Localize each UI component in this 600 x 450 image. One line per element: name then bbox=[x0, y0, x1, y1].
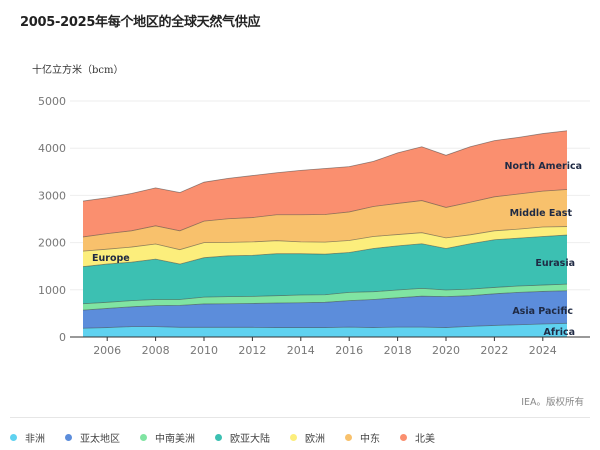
legend-label: 非洲 bbox=[25, 434, 45, 445]
stacked-area-chart: 0 1000 2000 3000 4000 5000 2006 2008 2010 2012 201… bbox=[38, 95, 590, 357]
series-boundary-line bbox=[82, 130, 568, 202]
y-tick-label: 4000 bbox=[38, 142, 66, 155]
legend-dot-icon bbox=[345, 434, 352, 441]
area-north-america bbox=[83, 130, 567, 237]
area-africa bbox=[83, 323, 567, 337]
legend-item[interactable]: 欧亚大陆 bbox=[215, 430, 270, 445]
legend-label: 北美 bbox=[415, 434, 435, 445]
y-axis-unit-label: 十亿立方米（bcm） bbox=[32, 65, 124, 76]
credit-text: IEA。版权所有 bbox=[521, 397, 584, 408]
legend-label: 中南美洲 bbox=[155, 434, 195, 445]
series-label-eurasia: Eurasia bbox=[535, 258, 575, 269]
x-tick-label: 2012 bbox=[238, 344, 266, 357]
series-label-middle-east: Middle East bbox=[510, 208, 573, 219]
legend-dot-icon bbox=[140, 434, 147, 441]
series-boundary-line bbox=[82, 234, 568, 268]
series-label-asia-pacific: Asia Pacific bbox=[512, 306, 573, 317]
legend-item[interactable]: 亚太地区 bbox=[65, 430, 120, 445]
x-tick-label: 2016 bbox=[335, 344, 363, 357]
series-boundary-line bbox=[82, 189, 568, 238]
series-boundary-line bbox=[82, 283, 568, 305]
area-europe bbox=[83, 226, 567, 267]
series-boundary-line bbox=[82, 226, 568, 252]
x-tick-label: 2014 bbox=[287, 344, 315, 357]
divider bbox=[10, 417, 590, 418]
series-label-europe: Europe bbox=[92, 253, 130, 264]
x-tick-label: 2010 bbox=[190, 344, 218, 357]
series-boundary-line bbox=[82, 322, 568, 329]
x-tick-label: 2020 bbox=[432, 344, 460, 357]
legend-item[interactable]: 非洲 bbox=[10, 430, 45, 445]
y-tick-label: 2000 bbox=[38, 237, 66, 250]
legend-dot-icon bbox=[400, 434, 407, 441]
legend-label: 亚太地区 bbox=[80, 434, 120, 445]
legend-label: 欧洲 bbox=[305, 434, 325, 445]
legend-dot-icon bbox=[10, 434, 17, 441]
legend-label: 中东 bbox=[360, 434, 380, 445]
y-tick-label: 3000 bbox=[38, 189, 66, 202]
area-eurasia bbox=[83, 235, 567, 304]
legend-item[interactable]: 中南美洲 bbox=[140, 430, 195, 445]
x-tick-label: 2008 bbox=[142, 344, 170, 357]
x-tick-label: 2022 bbox=[480, 344, 508, 357]
legend-item[interactable]: 欧洲 bbox=[290, 430, 325, 445]
chart-title: 2005-2025年每个地区的全球天然气供应 bbox=[20, 15, 261, 30]
x-tick-label: 2018 bbox=[384, 344, 412, 357]
series-label-north-america: North America bbox=[505, 161, 582, 172]
legend-dot-icon bbox=[65, 434, 72, 441]
y-tick-label: 1000 bbox=[38, 284, 66, 297]
legend-label: 欧亚大陆 bbox=[230, 434, 270, 445]
legend-dot-icon bbox=[290, 434, 297, 441]
series-label-africa: Africa bbox=[544, 327, 575, 338]
x-tick-label: 2024 bbox=[529, 344, 557, 357]
legend-item[interactable]: 北美 bbox=[400, 430, 435, 445]
legend-item[interactable]: 中东 bbox=[345, 430, 380, 445]
y-tick-label: 5000 bbox=[38, 95, 66, 108]
y-tick-label: 0 bbox=[59, 331, 66, 344]
area-middle-east bbox=[83, 189, 567, 252]
series-boundary-line bbox=[82, 290, 568, 311]
x-tick-label: 2006 bbox=[93, 344, 121, 357]
legend: 非洲 亚太地区 中南美洲 欧亚大陆 欧洲 中东 北美 bbox=[10, 430, 435, 445]
area-asia-pacific bbox=[83, 290, 567, 329]
legend-dot-icon bbox=[215, 434, 222, 441]
